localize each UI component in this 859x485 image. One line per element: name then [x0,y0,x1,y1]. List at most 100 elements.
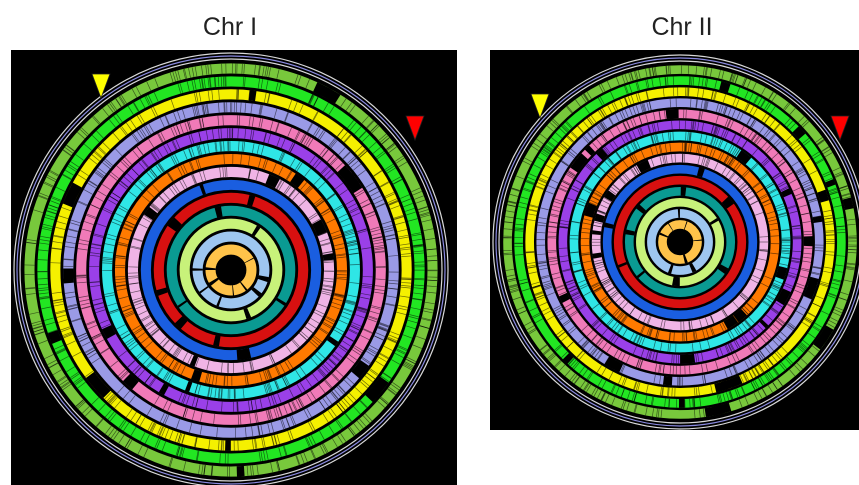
ring-tick [338,402,346,411]
ring-tick [89,157,98,165]
outer-track [13,52,449,485]
ring-tick [370,368,379,375]
ring-tick [128,215,138,221]
ring-tick [55,226,66,230]
ring-tick [244,76,246,87]
ring-tick [566,306,575,312]
ring-tick [286,171,293,181]
ring-tick [812,302,821,307]
ring-tick [264,370,269,380]
ring-tick [244,128,247,139]
ring-tick [755,268,764,272]
ring-tick [331,233,342,238]
ring-tick [602,200,610,205]
ring-tick [107,233,117,238]
ring-tick [802,339,810,346]
ring-tick [527,219,536,222]
ring-tick [797,170,805,176]
ring-tick [786,304,795,310]
ring-tick [723,82,727,92]
ring-tick [823,270,832,274]
ring-tick [766,211,775,215]
ring-tick [627,132,632,141]
ring-tick [104,391,112,400]
ring-tick [362,357,371,364]
ring-tick [507,277,516,281]
ring-tick [750,162,758,170]
ring-tick [314,160,322,169]
ring-tick [529,173,537,178]
ring-tick [266,383,271,393]
ring-tick [635,382,639,391]
ring-tick [537,260,547,263]
ring-tick [332,373,340,381]
ring-tick [791,161,799,167]
ring-tick [546,315,555,321]
ring-tick [330,157,338,166]
ring-tick [705,158,710,167]
ring-tick [162,339,170,348]
ring-tick [92,334,102,340]
ring-tick [538,261,547,264]
ring-tick [760,195,768,200]
ring-tick [385,237,396,241]
ring-tick [379,377,388,384]
ring-tick [606,345,612,353]
ring-tick [538,217,547,220]
ring-tick [649,328,653,337]
ring-tick [633,153,639,162]
ring-tick [191,147,195,157]
ring-tick [255,438,258,449]
ring-tick [354,126,362,135]
ring-tick [688,321,690,330]
ring-tick [189,161,194,172]
ring-tick [345,302,356,306]
ring-tick [132,364,140,373]
ring-tick [558,313,566,319]
ring-tick [409,314,419,318]
ring-tick [94,196,104,202]
ring-tick [285,417,291,428]
ring-tick [293,101,298,112]
ring-tick [786,120,794,128]
ring-tick [722,82,726,91]
ring-tick [158,426,164,436]
ring-tick [317,130,324,139]
ring-tick [65,198,75,203]
ring-tick [780,362,787,369]
ring-tick [423,228,434,232]
ring-tick [239,414,242,425]
ring-tick [724,345,729,354]
ring-tick [207,90,210,101]
ring-tick [574,376,580,385]
ring-tick [121,304,131,309]
ring-tick [753,354,759,363]
ring-tick [772,339,779,347]
ring-tick [251,90,254,101]
ring-tick [257,65,260,76]
ring-tick [770,235,780,237]
center-hole [668,230,692,254]
ring-tick [319,131,326,140]
ring-tick [320,165,328,174]
ring-tick [576,203,585,207]
red-marker-icon [405,115,425,142]
ring-tick [787,323,795,330]
ring-tick [284,186,292,195]
ring-tick [795,310,804,316]
ring-tick [176,348,182,358]
ring-tick [47,359,57,365]
ring-tick [337,419,344,428]
ring-tick [38,292,49,295]
ring-tick [341,170,350,178]
ring-tick [605,193,614,200]
ring-tick [553,305,561,310]
ring-tick [151,329,160,337]
ring-tick [803,295,812,300]
ring-tick [621,365,626,374]
ring-tick [582,222,591,225]
ring-tick [571,166,579,172]
ring-tick [622,122,627,131]
ring-tick [750,278,759,284]
ring-tick [570,132,578,139]
